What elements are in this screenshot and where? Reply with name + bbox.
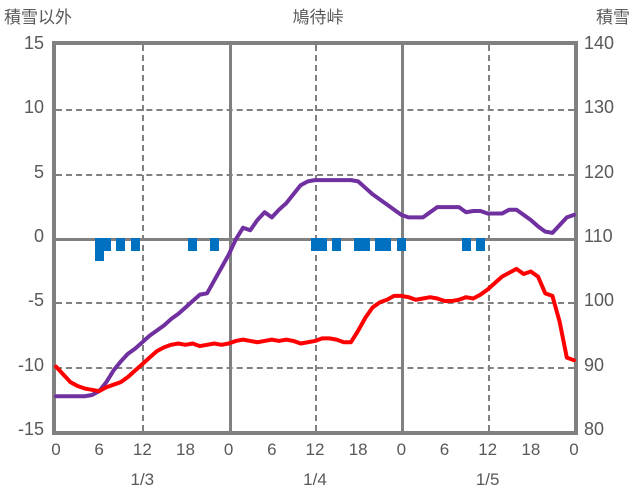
snowfall-bar bbox=[310, 238, 320, 251]
snowfall-bar bbox=[188, 238, 198, 251]
y-tick-label: 10 bbox=[23, 97, 44, 118]
snowfall-bar bbox=[130, 238, 140, 251]
x-tick-label: 18 bbox=[348, 440, 368, 459]
snowfall-bar bbox=[353, 238, 363, 251]
y-tick-label: 100 bbox=[584, 290, 615, 311]
vgridline-h12 bbox=[142, 45, 145, 431]
snowfall-bar bbox=[94, 238, 104, 262]
x-tick-label: 6 bbox=[267, 440, 277, 459]
y-tick-label: 130 bbox=[584, 97, 615, 118]
snowfall-bar bbox=[116, 238, 126, 251]
x-tick-label: 18 bbox=[521, 440, 541, 459]
x-tick-label: 0 bbox=[396, 440, 407, 459]
snowfall-bar bbox=[209, 238, 219, 251]
snowfall-bar bbox=[375, 238, 385, 251]
y-tick-label: 0 bbox=[33, 226, 44, 246]
snowfall-bar bbox=[475, 238, 485, 251]
x-tick-label: 0 bbox=[569, 440, 579, 459]
left-axis-title: 積雪以外 bbox=[4, 8, 72, 27]
snowfall-bar bbox=[317, 238, 327, 251]
series-lines bbox=[54, 178, 576, 399]
snowfall-bar bbox=[101, 238, 111, 251]
y-tick-label: 110 bbox=[584, 226, 613, 246]
y-tick-label: 5 bbox=[33, 161, 44, 182]
x-tick-label: 6 bbox=[439, 440, 450, 459]
y-tick-label: 90 bbox=[584, 354, 605, 375]
y-tick-label: 15 bbox=[23, 33, 44, 53]
x-tick-label: 0 bbox=[51, 440, 61, 459]
x-date-label: 1/5 bbox=[475, 470, 500, 489]
x-tick-label: 18 bbox=[176, 440, 195, 459]
x-tick-label: 0 bbox=[223, 440, 234, 459]
snowfall-bar bbox=[461, 238, 471, 251]
chart-title: 鳩待峠 bbox=[292, 8, 344, 27]
y-tick-label: -10 bbox=[17, 354, 44, 375]
x-tick-label: 12 bbox=[478, 440, 498, 459]
right-axis-title: 積雪 bbox=[596, 8, 630, 27]
vgridline-h60 bbox=[487, 45, 490, 431]
snowfall-bar bbox=[332, 238, 342, 251]
x-tick-label: 6 bbox=[94, 440, 104, 459]
y-tick-label: 80 bbox=[584, 419, 605, 439]
y-tick-label: -15 bbox=[17, 419, 44, 439]
series-line bbox=[54, 178, 576, 399]
y-tick-label: 140 bbox=[584, 33, 615, 53]
snowfall-bar bbox=[360, 238, 370, 251]
snowfall-bar bbox=[382, 238, 392, 251]
vgridline-h24 bbox=[228, 45, 232, 431]
y-tick-label: 120 bbox=[584, 161, 615, 182]
snowfall-bar bbox=[396, 238, 406, 251]
x-tick-label: 12 bbox=[305, 440, 325, 459]
series-line bbox=[54, 266, 576, 394]
x-tick-label: 12 bbox=[132, 440, 152, 459]
snowfall-bars-layer bbox=[52, 41, 578, 435]
y-tick-label: -5 bbox=[27, 290, 44, 311]
x-date-label: 1/3 bbox=[130, 470, 155, 489]
x-date-label: 1/4 bbox=[303, 470, 327, 489]
